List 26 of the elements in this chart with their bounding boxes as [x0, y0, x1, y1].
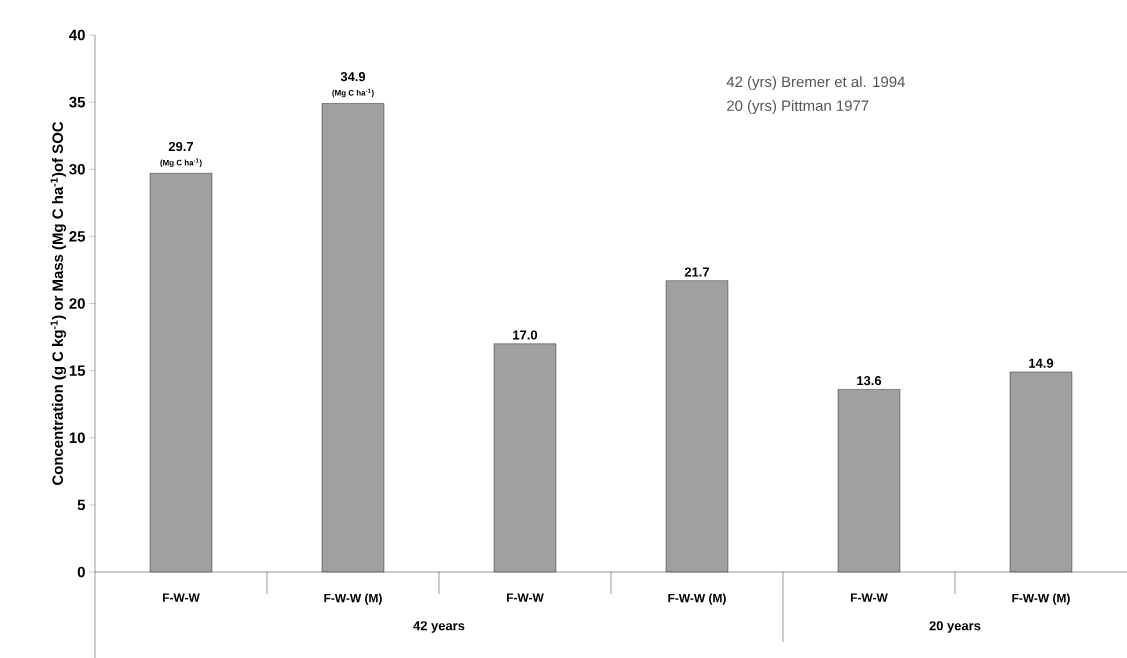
y-tick-label: 20 [69, 298, 85, 309]
y-tick-label: 40 [69, 29, 85, 41]
y-axis-title: Concentration (g C kg$^{-1}$) or Mass (Mg C ha$^{-1}$)of SOC [50, 121, 67, 485]
data-label: 13.6 [857, 376, 882, 386]
text: 42 years [413, 621, 465, 633]
x-tick-label: F-W-W (M) [324, 593, 382, 605]
y-tick-label: 15 [69, 365, 86, 376]
y-tick-label: 25 [69, 231, 86, 242]
y-tick-label: 10 [69, 432, 85, 444]
annotation: 20 (yrs) Pittman 1977 [727, 100, 869, 114]
y-tick-label: 35 [69, 96, 86, 108]
data-label: 29.7 [168, 141, 194, 152]
y-tick-label: 0 [77, 566, 85, 578]
data-label: 21.7 [684, 267, 710, 277]
data-label: 34.9 [340, 72, 366, 82]
x-tick-label: F-W-W [163, 593, 200, 602]
data-label: 14.9 [1029, 358, 1054, 368]
x-tick-label: F-W-W (M) [668, 593, 726, 605]
y-tick-label: 5 [77, 499, 86, 511]
x-tick-label: F-W-W [506, 593, 544, 602]
text: 20 years [929, 621, 981, 633]
x-tick-label: F-W-W [850, 593, 888, 602]
data-label: 17.0 [513, 330, 538, 340]
x-tick-label: F-W-W (M) [1012, 593, 1070, 605]
annotation: 42 (yrs) Bremer et al. 1994 [726, 76, 905, 91]
y-tick-label: 30 [69, 163, 85, 175]
